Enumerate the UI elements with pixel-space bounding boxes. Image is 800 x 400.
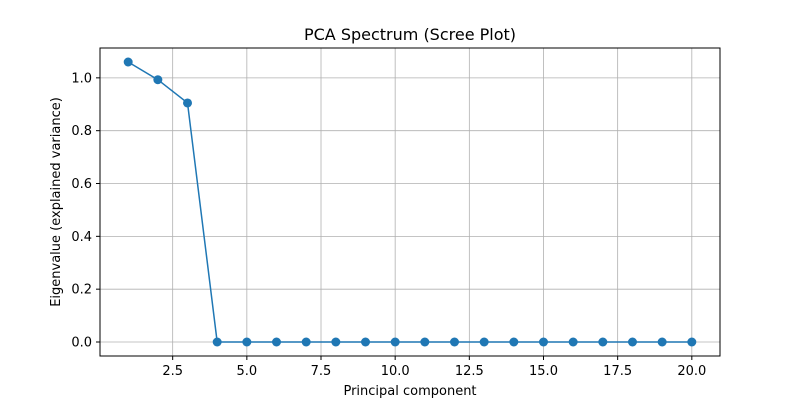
data-point xyxy=(538,337,548,347)
data-point xyxy=(123,57,133,67)
data-point xyxy=(420,337,430,347)
chart-title: PCA Spectrum (Scree Plot) xyxy=(304,25,516,44)
data-point xyxy=(153,75,163,85)
eigenvalue-series-line xyxy=(127,61,692,343)
data-point xyxy=(449,337,459,347)
tick-layer: 2.5 5.0 7.5 10.0 12.5 15.0 17.5 20.0 0.0 0.2 0.4 0.… xyxy=(71,71,706,379)
data-point xyxy=(568,337,578,347)
data-point xyxy=(242,337,252,347)
data-point xyxy=(509,337,519,347)
data-point xyxy=(627,337,637,347)
x-axis-label: Principal component xyxy=(343,384,476,399)
plot-frame xyxy=(99,47,721,357)
data-point xyxy=(212,337,222,347)
y-tick-label: 0.8 xyxy=(71,124,92,139)
data-point xyxy=(331,337,341,347)
data-point xyxy=(183,98,193,108)
x-tick-label: 15.0 xyxy=(529,364,558,379)
data-point xyxy=(687,337,697,347)
y-tick-label: 0.0 xyxy=(71,336,92,351)
grid-layer xyxy=(100,48,720,356)
y-tick-label: 1.0 xyxy=(71,71,92,86)
y-tick-label: 0.2 xyxy=(71,283,92,298)
data-point xyxy=(598,337,608,347)
series-layer xyxy=(123,57,697,347)
data-point xyxy=(301,337,311,347)
x-tick-label: 2.5 xyxy=(162,364,183,379)
x-tick-label: 12.5 xyxy=(455,364,484,379)
x-tick-label: 5.0 xyxy=(236,364,257,379)
data-point xyxy=(272,337,282,347)
data-point xyxy=(361,337,371,347)
x-tick-label: 10.0 xyxy=(381,364,410,379)
y-tick-label: 0.6 xyxy=(71,177,92,192)
y-tick-label: 0.4 xyxy=(71,230,92,245)
data-point xyxy=(479,337,489,347)
x-tick-label: 20.0 xyxy=(677,364,706,379)
x-tick-label: 17.5 xyxy=(603,364,632,379)
x-tick-label: 7.5 xyxy=(311,364,332,379)
data-point xyxy=(657,337,667,347)
y-axis-label: Eigenvalue (explained variance) xyxy=(49,97,64,307)
data-point xyxy=(390,337,400,347)
